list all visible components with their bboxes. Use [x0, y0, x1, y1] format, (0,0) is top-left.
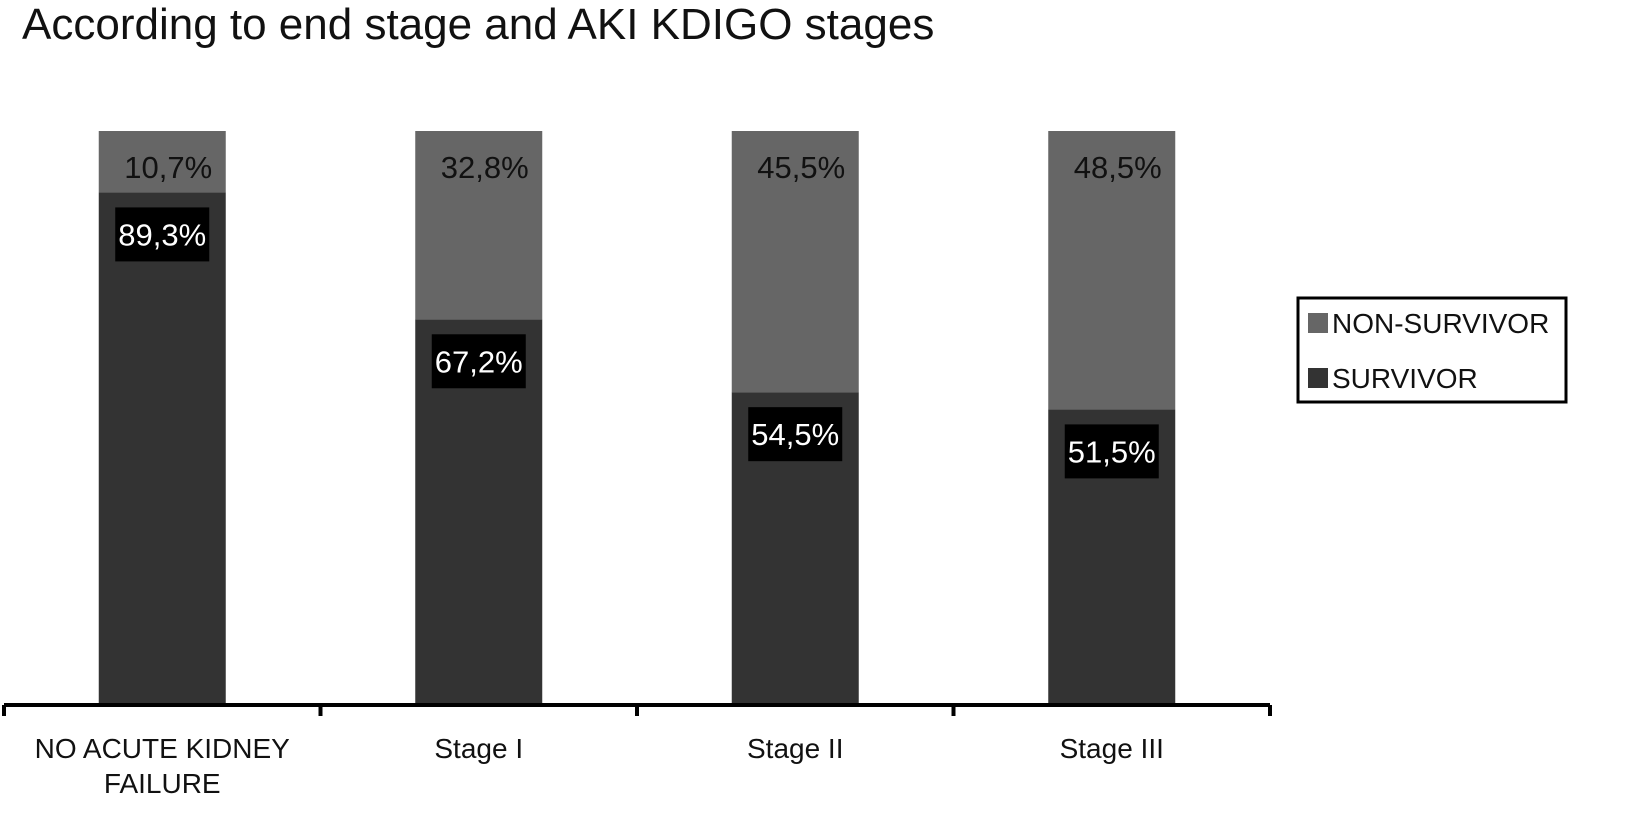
bar-non-survivor-1 [98, 131, 226, 193]
legend-label-survivor: SURVIVOR [1332, 363, 1478, 394]
bar-non-survivor-4 [1048, 131, 1176, 410]
bar-survivor-1 [98, 192, 226, 706]
data-label-box-survivor-3 [748, 407, 843, 462]
legend: NON-SURVIVOR SURVIVOR [1296, 296, 1568, 404]
bar-non-survivor-2 [415, 131, 543, 320]
data-label-box-survivor-1 [115, 207, 210, 262]
bars-layer [98, 131, 1176, 706]
legend-swatch-non-survivor [1308, 313, 1328, 333]
data-label-non-survivor-4: 48,5% [1074, 150, 1162, 185]
chart-title: According to end stage and AKI KDIGO sta… [22, 0, 935, 49]
x-tick-label-1-line-1: NO ACUTE KIDNEY [35, 733, 290, 764]
bar-non-survivor-3 [731, 131, 859, 393]
data-label-box-survivor-2 [431, 334, 526, 389]
data-label-survivor-2: 67,2% [435, 344, 523, 379]
legend-swatch-survivor [1308, 368, 1328, 388]
data-label-box-survivor-4 [1064, 424, 1159, 479]
data-label-non-survivor-3: 45,5% [757, 150, 845, 185]
data-label-non-survivor-1: 10,7% [124, 150, 212, 185]
legend-box [1296, 296, 1568, 404]
data-label-non-survivor-2: 32,8% [441, 150, 529, 185]
x-tick-label-3: Stage II [747, 733, 844, 764]
data-label-survivor-1: 89,3% [118, 217, 206, 252]
legend-label-non-survivor: NON-SURVIVOR [1332, 308, 1549, 339]
x-tick-label-4: Stage III [1060, 733, 1164, 764]
data-labels-layer: 10,7% 89,3% 32,8% 67,2% 45,5% 54,5% 48,5% 51,5% [115, 150, 1162, 479]
data-label-survivor-4: 51,5% [1068, 434, 1156, 469]
data-label-survivor-3: 54,5% [751, 417, 839, 452]
x-tick-label-2: Stage I [434, 733, 523, 764]
x-axis: NO ACUTE KIDNEY FAILURE Stage I Stage II Sta… [2, 703, 1272, 799]
x-tick-label-1-line-2: FAILURE [104, 768, 221, 799]
